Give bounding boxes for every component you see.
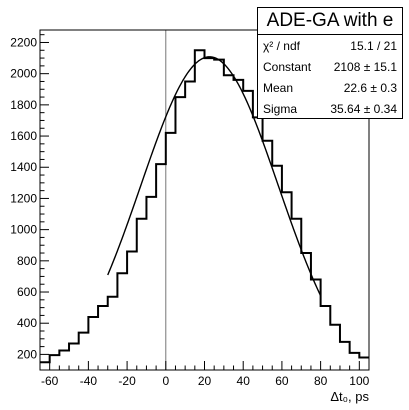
histogram-bin bbox=[272, 166, 282, 370]
x-axis-label: Δt₀, ps bbox=[330, 389, 369, 404]
histogram-bin bbox=[350, 353, 360, 370]
histogram-bin bbox=[40, 362, 50, 370]
y-tick-label: 400 bbox=[17, 316, 37, 330]
histogram-bin bbox=[166, 133, 176, 370]
histogram-bin bbox=[127, 251, 137, 370]
stats-sigma-label: Sigma bbox=[263, 102, 298, 116]
x-tick-label: 20 bbox=[198, 374, 212, 388]
stats-row-sigma: Sigma 35.64 ± 0.34 bbox=[258, 98, 402, 119]
histogram-bin bbox=[98, 306, 108, 370]
stats-row-constant: Constant 2108 ± 15.1 bbox=[258, 56, 402, 77]
histogram-bin bbox=[108, 297, 118, 370]
histogram-bin bbox=[340, 342, 350, 370]
histogram-bin bbox=[292, 219, 302, 370]
histogram-bin bbox=[263, 141, 273, 370]
y-tick-label: 1400 bbox=[10, 160, 37, 174]
x-tick-label: -40 bbox=[80, 374, 98, 388]
histogram-bin bbox=[214, 60, 224, 370]
histogram-bin bbox=[234, 80, 244, 370]
y-tick-label: 1800 bbox=[10, 98, 37, 112]
x-tick-label: -20 bbox=[118, 374, 136, 388]
x-tick-label: 60 bbox=[275, 374, 289, 388]
histogram-bin bbox=[146, 197, 156, 370]
histogram-bin bbox=[156, 164, 166, 370]
stats-mean-label: Mean bbox=[263, 81, 294, 95]
x-tick-label: 40 bbox=[237, 374, 251, 388]
axes-layer: -60 -40 -20 0 20 40 60 80 100 200 400 600 800 1000 120… bbox=[10, 29, 370, 388]
histogram-bin bbox=[79, 333, 89, 370]
histogram-bin bbox=[117, 273, 127, 370]
y-tick-label: 1200 bbox=[10, 191, 37, 205]
histogram-bin bbox=[253, 117, 263, 370]
y-tick-label: 2200 bbox=[10, 35, 37, 49]
stats-chi2-label: χ² / ndf bbox=[263, 39, 300, 53]
x-tick-label: 0 bbox=[162, 374, 169, 388]
histogram-bin bbox=[175, 97, 185, 370]
y-tick-label: 600 bbox=[17, 285, 37, 299]
histogram-bin bbox=[185, 81, 195, 370]
histogram-bin bbox=[330, 325, 340, 370]
gaussian-fit-curve bbox=[107, 56, 322, 297]
stats-constant-label: Constant bbox=[263, 60, 312, 74]
y-tick-label: 1000 bbox=[10, 223, 37, 237]
histogram-bin bbox=[321, 306, 331, 370]
stats-box-title: ADE-GA with e bbox=[258, 8, 402, 35]
x-tick-label: 80 bbox=[314, 374, 328, 388]
stats-row-chi2: χ² / ndf 15.1 / 21 bbox=[258, 35, 402, 56]
histogram-bin bbox=[59, 351, 69, 370]
histogram-bin bbox=[243, 91, 253, 370]
x-tick-label: 100 bbox=[349, 374, 369, 388]
histogram-bin bbox=[50, 355, 60, 370]
y-tick-label: 200 bbox=[17, 347, 37, 361]
histogram-bin bbox=[359, 358, 369, 370]
histogram-bin bbox=[224, 75, 234, 370]
histogram-bin bbox=[69, 343, 79, 370]
stats-sigma-value: 35.64 ± 0.34 bbox=[330, 102, 397, 116]
histogram-bin bbox=[137, 219, 147, 370]
stats-chi2-value: 15.1 / 21 bbox=[350, 39, 397, 53]
y-tick-label: 1600 bbox=[10, 129, 37, 143]
histogram-bin bbox=[195, 50, 205, 370]
stats-constant-value: 2108 ± 15.1 bbox=[333, 60, 397, 74]
histogram-bin bbox=[88, 317, 98, 370]
stats-mean-value: 22.6 ± 0.3 bbox=[343, 81, 397, 95]
histogram-bin bbox=[205, 58, 215, 370]
y-tick-label: 800 bbox=[17, 254, 37, 268]
stats-box: ADE-GA with e χ² / ndf 15.1 / 21 Constan… bbox=[257, 7, 403, 119]
fit-curve-layer bbox=[107, 56, 322, 297]
y-tick-label: 2000 bbox=[10, 67, 37, 81]
x-tick-label: -60 bbox=[41, 374, 59, 388]
stats-row-mean: Mean 22.6 ± 0.3 bbox=[258, 77, 402, 98]
